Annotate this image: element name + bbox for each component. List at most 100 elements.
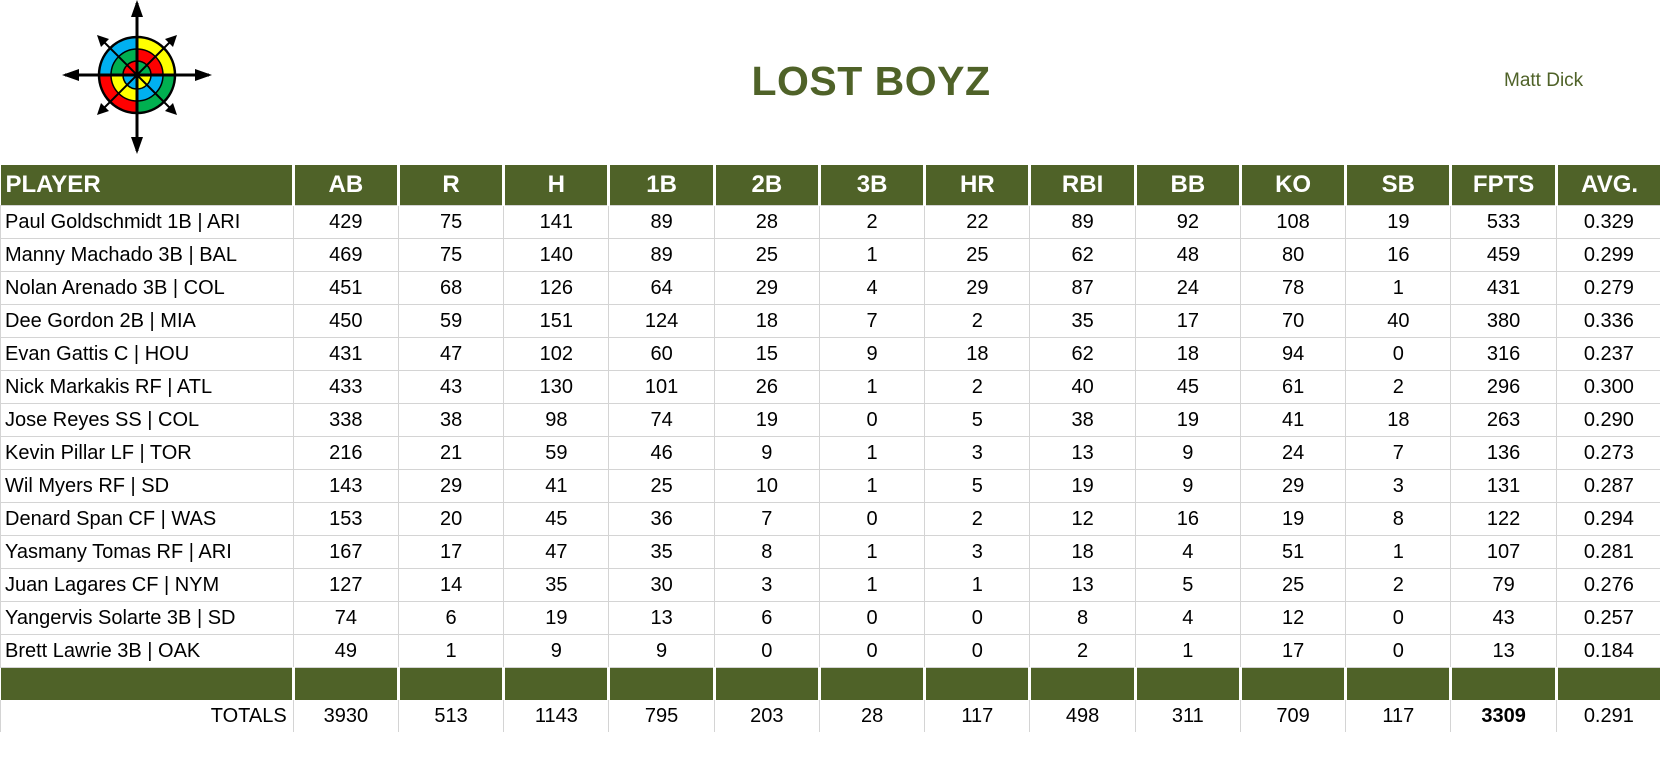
stat-cell: 3 bbox=[713, 568, 820, 602]
stat-cell: 12 bbox=[1239, 601, 1347, 635]
stat-cell: 338 bbox=[292, 403, 399, 437]
player-name-cell: Kevin Pillar LF | TOR bbox=[0, 436, 294, 470]
column-header-fpts: FPTS bbox=[1449, 165, 1557, 206]
stat-cell: 47 bbox=[503, 535, 610, 569]
column-header-rbi: RBI bbox=[1028, 165, 1136, 206]
stat-cell: 469 bbox=[292, 238, 399, 272]
stat-cell: 74 bbox=[608, 403, 715, 437]
stat-cell: 59 bbox=[397, 304, 505, 338]
stat-cell: 29 bbox=[713, 271, 820, 305]
stat-cell: 89 bbox=[608, 205, 715, 239]
stat-cell: 296 bbox=[1450, 370, 1557, 404]
separator-cell bbox=[0, 667, 294, 700]
stat-cell: 143 bbox=[292, 469, 399, 503]
stat-cell: 1 bbox=[818, 238, 926, 272]
table-row: Denard Span CF | WAS 153 20 45 36 7 0 2 12 16 19 8 1… bbox=[0, 502, 1660, 536]
stat-cell: 6 bbox=[713, 601, 820, 635]
stat-cell: 153 bbox=[292, 502, 399, 536]
stat-cell: 48 bbox=[1134, 238, 1241, 272]
stat-cell: 10 bbox=[713, 469, 820, 503]
totals-row: TOTALS 3930 513 1143 795 203 28 117 498 311 709 117… bbox=[0, 700, 1660, 732]
table-row: Yasmany Tomas RF | ARI 167 17 47 35 8 1 3 18 4 51 1… bbox=[0, 535, 1660, 569]
stat-cell: 0 bbox=[713, 634, 820, 668]
stat-cell: 8 bbox=[1345, 502, 1452, 536]
separator-cell bbox=[817, 667, 925, 700]
stats-table: PLAYER AB R H 1B 2B 3B HR RBI BB KO SB FPTS AVG. Paul… bbox=[0, 165, 1660, 732]
stat-cell: 101 bbox=[608, 370, 715, 404]
stat-cell: 13 bbox=[1029, 436, 1136, 470]
stat-cell: 429 bbox=[292, 205, 399, 239]
stat-cell: 47 bbox=[397, 337, 505, 371]
stat-cell: 4 bbox=[818, 271, 926, 305]
stat-cell: 43 bbox=[397, 370, 505, 404]
stat-cell: 19 bbox=[1134, 403, 1241, 437]
stat-cell: 45 bbox=[1134, 370, 1241, 404]
total-cell: 203 bbox=[713, 700, 820, 732]
stat-cell: 0 bbox=[818, 502, 926, 536]
total-cell: 311 bbox=[1134, 700, 1241, 732]
stat-cell: 0.290 bbox=[1555, 403, 1660, 437]
stat-cell: 18 bbox=[1345, 403, 1452, 437]
separator-cell bbox=[1344, 667, 1451, 700]
separator-cell bbox=[396, 667, 504, 700]
stat-cell: 0 bbox=[818, 403, 926, 437]
stat-cell: 5 bbox=[1134, 568, 1241, 602]
stat-cell: 0 bbox=[818, 634, 926, 668]
stat-cell: 0 bbox=[1345, 634, 1452, 668]
stat-cell: 12 bbox=[1029, 502, 1136, 536]
total-cell: 117 bbox=[1345, 700, 1452, 732]
stat-cell: 74 bbox=[292, 601, 399, 635]
stat-cell: 24 bbox=[1134, 271, 1241, 305]
stat-cell: 49 bbox=[292, 634, 399, 668]
stat-cell: 0 bbox=[1345, 601, 1452, 635]
stat-cell: 16 bbox=[1134, 502, 1241, 536]
table-row: Evan Gattis C | HOU 431 47 102 60 15 9 18 62 18 94… bbox=[0, 337, 1660, 371]
stat-cell: 13 bbox=[1450, 634, 1557, 668]
stat-cell: 40 bbox=[1345, 304, 1452, 338]
stat-cell: 7 bbox=[713, 502, 820, 536]
stat-cell: 62 bbox=[1029, 238, 1136, 272]
stat-cell: 19 bbox=[1029, 469, 1136, 503]
stat-cell: 18 bbox=[713, 304, 820, 338]
stat-cell: 7 bbox=[818, 304, 926, 338]
table-row: Jose Reyes SS | COL 338 38 98 74 19 0 5 38 19 41 18… bbox=[0, 403, 1660, 437]
stat-cell: 29 bbox=[1239, 469, 1347, 503]
stat-cell: 1 bbox=[818, 535, 926, 569]
total-cell: 709 bbox=[1239, 700, 1347, 732]
stat-cell: 35 bbox=[1029, 304, 1136, 338]
total-cell: 498 bbox=[1029, 700, 1136, 732]
stat-cell: 0 bbox=[818, 601, 926, 635]
stat-cell: 28 bbox=[713, 205, 820, 239]
stat-cell: 380 bbox=[1450, 304, 1557, 338]
stat-cell: 80 bbox=[1239, 238, 1347, 272]
total-cell: 795 bbox=[608, 700, 715, 732]
stat-cell: 1 bbox=[1345, 271, 1452, 305]
stat-cell: 22 bbox=[924, 205, 1031, 239]
stat-cell: 433 bbox=[292, 370, 399, 404]
stat-cell: 136 bbox=[1450, 436, 1557, 470]
stat-cell: 0.294 bbox=[1555, 502, 1660, 536]
stat-cell: 40 bbox=[1029, 370, 1136, 404]
player-name-cell: Nolan Arenado 3B | COL bbox=[0, 271, 294, 305]
separator-cell bbox=[1133, 667, 1241, 700]
stat-cell: 8 bbox=[1029, 601, 1136, 635]
stat-cell: 59 bbox=[503, 436, 610, 470]
stat-cell: 1 bbox=[1134, 634, 1241, 668]
stat-cell: 41 bbox=[1239, 403, 1347, 437]
stat-cell: 130 bbox=[503, 370, 610, 404]
stat-cell: 0.329 bbox=[1555, 205, 1660, 239]
stat-cell: 122 bbox=[1450, 502, 1557, 536]
stat-cell: 3 bbox=[924, 535, 1031, 569]
stat-cell: 61 bbox=[1239, 370, 1347, 404]
column-header-h: H bbox=[502, 165, 609, 206]
stat-cell: 9 bbox=[1134, 436, 1241, 470]
stat-cell: 0.281 bbox=[1555, 535, 1660, 569]
stat-cell: 30 bbox=[608, 568, 715, 602]
stat-cell: 2 bbox=[1029, 634, 1136, 668]
stat-cell: 46 bbox=[608, 436, 715, 470]
stat-cell: 14 bbox=[397, 568, 505, 602]
separator-cell bbox=[923, 667, 1030, 700]
stat-cell: 9 bbox=[1134, 469, 1241, 503]
stat-cell: 3 bbox=[924, 436, 1031, 470]
total-cell: 3309 bbox=[1450, 700, 1557, 732]
